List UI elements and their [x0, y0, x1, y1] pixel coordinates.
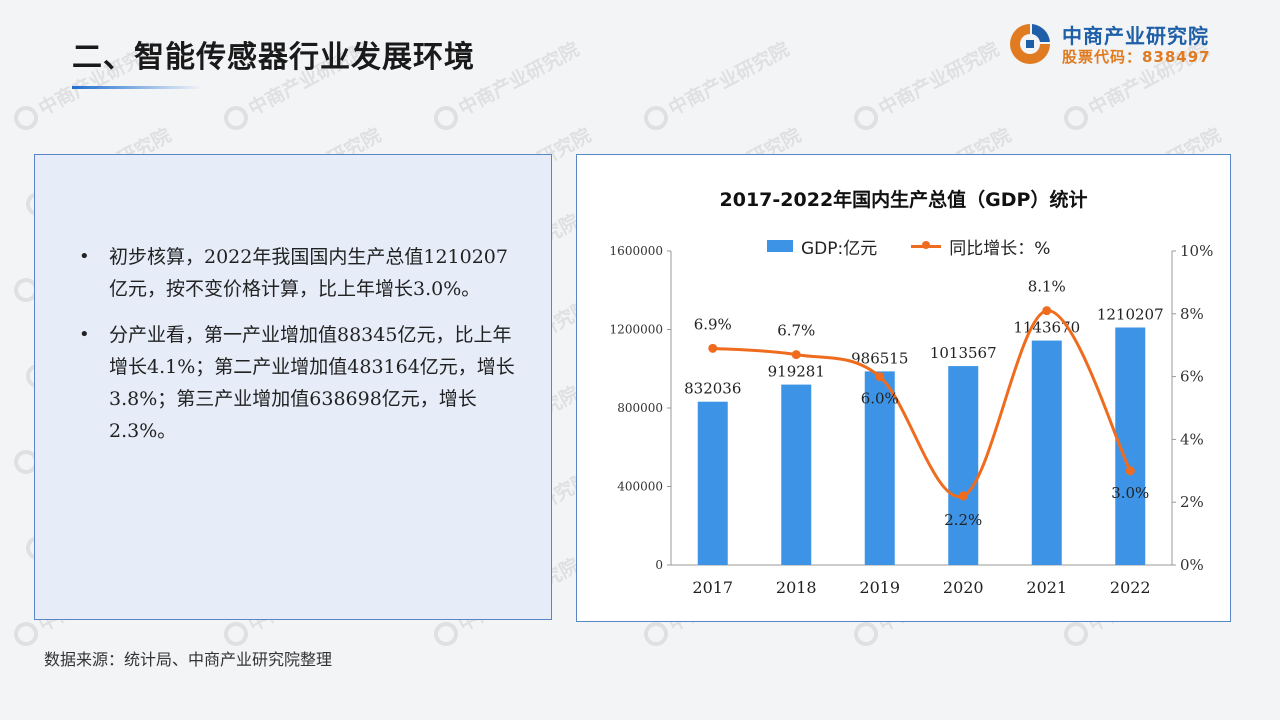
summary-panel: • 初步核算，2022年我国国内生产总值1210207亿元，按不变价格计算，比上… — [34, 154, 552, 620]
legend-label-growth: 同比增长：% — [949, 238, 1051, 259]
x-tick-label: 2021 — [1026, 578, 1067, 597]
company-logo: 中商产业研究院 股票代码：838497 — [1006, 18, 1236, 70]
growth-point — [708, 343, 718, 353]
watermark-logo-icon — [434, 622, 459, 647]
watermark-logo-icon — [1064, 622, 1089, 647]
gdp-bar-label: 832036 — [684, 380, 741, 398]
growth-point-label: 2.2% — [944, 511, 982, 529]
y-left-tick-label: 0 — [655, 558, 663, 572]
growth-point-label: 3.0% — [1111, 484, 1149, 502]
title-underline — [72, 86, 202, 89]
watermark-logo-icon — [434, 106, 459, 131]
growth-point — [1042, 306, 1052, 316]
watermark-logo-icon — [14, 622, 39, 647]
watermark-text: 中商产业研究院 — [665, 37, 793, 120]
watermark-logo-icon — [224, 106, 249, 131]
y-right-tick-label: 2% — [1180, 493, 1204, 511]
growth-line — [712, 309, 1132, 499]
legend-bar-swatch — [767, 240, 793, 252]
bullet-item: • 分产业看，第一产业增加值88345亿元，比上年增长4.1%；第二产业增加值4… — [79, 319, 519, 447]
y-left-tick-label: 1600000 — [610, 244, 663, 258]
watermark-text: 中商产业研究院 — [875, 37, 1003, 120]
watermark-logo-icon — [644, 622, 669, 647]
y-right-tick-label: 6% — [1180, 368, 1204, 386]
chart-panel: 2017-2022年国内生产总值（GDP）统计 GDP:亿元 同比增长：% 0 4… — [576, 154, 1231, 622]
watermark-stamp: 中商产业研究院 — [644, 37, 793, 131]
y-right-tick-label: 0% — [1180, 556, 1204, 574]
watermark-logo-icon — [854, 622, 879, 647]
bullet-list: • 初步核算，2022年我国国内生产总值1210207亿元，按不变价格计算，比上… — [79, 241, 519, 461]
watermark-logo-icon — [224, 622, 249, 647]
growth-point-label: 8.1% — [1028, 278, 1066, 296]
logo-name: 中商产业研究院 — [1062, 24, 1209, 48]
bullet-text: 初步核算，2022年我国国内生产总值1210207亿元，按不变价格计算，比上年增… — [109, 246, 508, 300]
gdp-chart: 0 400000 800000 1200000 1600000 0% 2% 4% 6% 8% 10%… — [610, 242, 1214, 597]
chart-legend: GDP:亿元 同比增长：% — [767, 235, 1051, 259]
gdp-bar — [864, 371, 895, 565]
growth-point-label: 6.0% — [861, 390, 899, 408]
gdp-bar-label: 986515 — [851, 349, 908, 367]
x-tick-label: 2020 — [943, 578, 984, 597]
growth-point — [1125, 466, 1135, 476]
bullet-dot-icon: • — [79, 246, 90, 267]
watermark-logo-icon — [1064, 106, 1089, 131]
logo-stock-code: 股票代码：838497 — [1062, 48, 1211, 66]
gdp-bar — [697, 401, 728, 565]
bullet-text: 分产业看，第一产业增加值88345亿元，比上年增长4.1%；第二产业增加值483… — [109, 324, 515, 442]
y-left-tick-label: 800000 — [617, 401, 663, 415]
gdp-bar — [1031, 340, 1062, 565]
bullet-dot-icon: • — [79, 324, 90, 345]
gdp-bar-label: 1210207 — [1097, 305, 1164, 323]
bullet-item: • 初步核算，2022年我国国内生产总值1210207亿元，按不变价格计算，比上… — [79, 241, 519, 305]
x-tick-label: 2018 — [776, 578, 817, 597]
x-tick-label: 2017 — [692, 578, 733, 597]
data-source: 数据来源：统计局、中商产业研究院整理 — [44, 650, 333, 669]
growth-point — [958, 491, 968, 501]
y-right-tick-label: 4% — [1180, 430, 1204, 448]
legend-line-swatch — [911, 241, 942, 249]
watermark-stamp: 中商产业研究院 — [854, 37, 1003, 131]
growth-point-label: 6.9% — [694, 315, 732, 333]
page-title: 二、智能传感器行业发展环境 — [72, 40, 475, 75]
gdp-bar-label: 1013567 — [930, 344, 997, 362]
y-right-tick-label: 10% — [1180, 242, 1213, 260]
y-right-tick-label: 8% — [1180, 305, 1204, 323]
gdp-bar — [948, 366, 979, 565]
x-tick-label: 2022 — [1110, 578, 1151, 597]
growth-point — [791, 350, 801, 360]
y-left-tick-label: 1200000 — [610, 323, 663, 337]
growth-point — [875, 372, 885, 382]
watermark-logo-icon — [854, 106, 879, 131]
gdp-bar-label: 919281 — [768, 363, 825, 381]
y-left-tick-label: 400000 — [617, 480, 663, 494]
watermark-logo-icon — [644, 106, 669, 131]
legend-label-gdp: GDP:亿元 — [801, 238, 878, 259]
chart-title: 2017-2022年国内生产总值（GDP）统计 — [719, 189, 1088, 211]
x-tick-label: 2019 — [859, 578, 900, 597]
growth-point-label: 6.7% — [777, 322, 815, 340]
watermark-logo-icon — [14, 106, 39, 131]
logo-mark-icon — [1010, 24, 1050, 64]
gdp-bar — [781, 384, 812, 565]
